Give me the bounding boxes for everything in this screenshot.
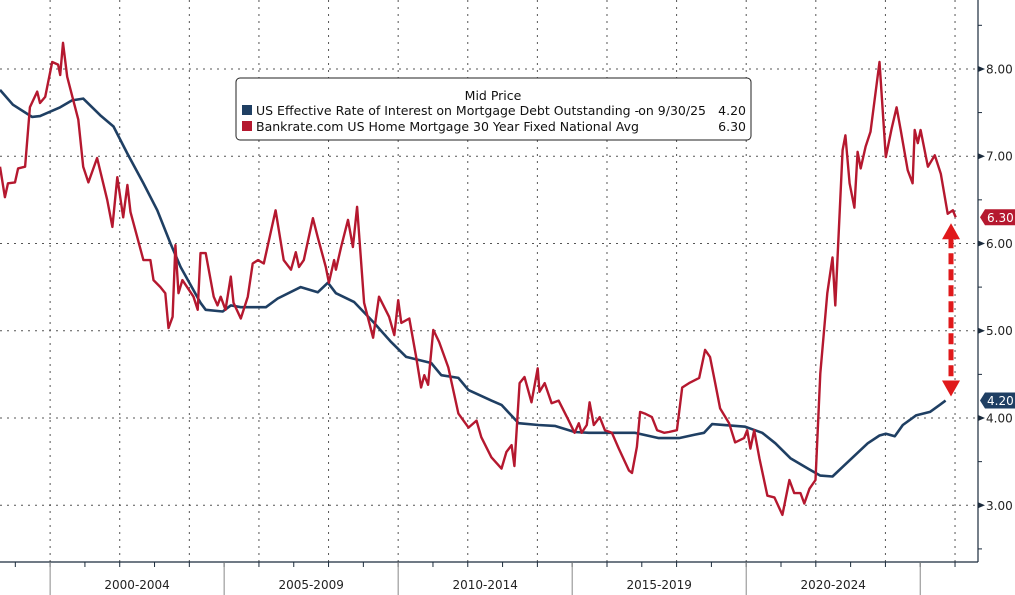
x-period-label: 2005-2009 xyxy=(278,578,343,592)
effective-rate-value-tag xyxy=(980,392,1015,409)
x-period-label: 2020-2024 xyxy=(801,578,866,592)
y-axis: 3.00 4.00 5.00 6.00 7.00 8.00 4.20 6.30 xyxy=(977,0,1015,562)
legend-label-effective-rate: US Effective Rate of Interest on Mortgag… xyxy=(256,103,639,118)
value-tag-text: 4.20 xyxy=(987,394,1014,408)
y-tick-marker-icon xyxy=(978,65,985,72)
effective-rate-line xyxy=(0,89,947,478)
bankrate-value-tag xyxy=(980,209,1015,226)
y-tick-label: 3.00 xyxy=(986,499,1013,513)
value-tag-text: 6.30 xyxy=(987,211,1014,225)
y-tick-marker-icon xyxy=(978,240,985,247)
y-tick-marker-icon xyxy=(978,153,985,160)
y-tick-marker-icon xyxy=(978,327,985,334)
bankrate-line xyxy=(0,41,957,517)
x-period-label: 2015-2019 xyxy=(626,578,691,592)
y-tick-marker-icon xyxy=(978,502,985,509)
x-period-label: 2010-2014 xyxy=(452,578,517,592)
legend-value-effective-rate: 4.20 xyxy=(718,103,746,118)
series-lines xyxy=(0,41,957,517)
legend-label-bankrate: Bankrate.com US Home Mortgage 30 Year Fi… xyxy=(256,119,639,134)
legend: Mid Price US Effective Rate of Interest … xyxy=(235,77,752,141)
arrow-head-up-icon xyxy=(942,223,960,240)
x-axis: 2000-2004 2005-2009 2010-2014 2015-2019 2020… xyxy=(0,561,978,595)
legend-value-bankrate: 6.30 xyxy=(718,119,746,134)
legend-date-effective-rate: on 9/30/25 xyxy=(638,103,706,118)
y-tick-label: 7.00 xyxy=(986,150,1013,164)
y-tick-label: 4.00 xyxy=(986,412,1013,426)
y-tick-label: 5.00 xyxy=(986,324,1013,338)
legend-swatch-red xyxy=(242,121,252,131)
gridlines xyxy=(0,0,978,562)
y-tick-label: 6.00 xyxy=(986,237,1013,251)
legend-header: Mid Price xyxy=(465,88,522,103)
y-tick-marker-icon xyxy=(978,415,985,422)
arrow-head-down-icon xyxy=(942,380,960,397)
x-period-label: 2000-2004 xyxy=(104,578,169,592)
legend-swatch-blue xyxy=(242,105,252,115)
spread-arrow-annotation xyxy=(942,223,960,397)
y-tick-label: 8.00 xyxy=(986,62,1013,76)
legend-box xyxy=(235,77,752,141)
